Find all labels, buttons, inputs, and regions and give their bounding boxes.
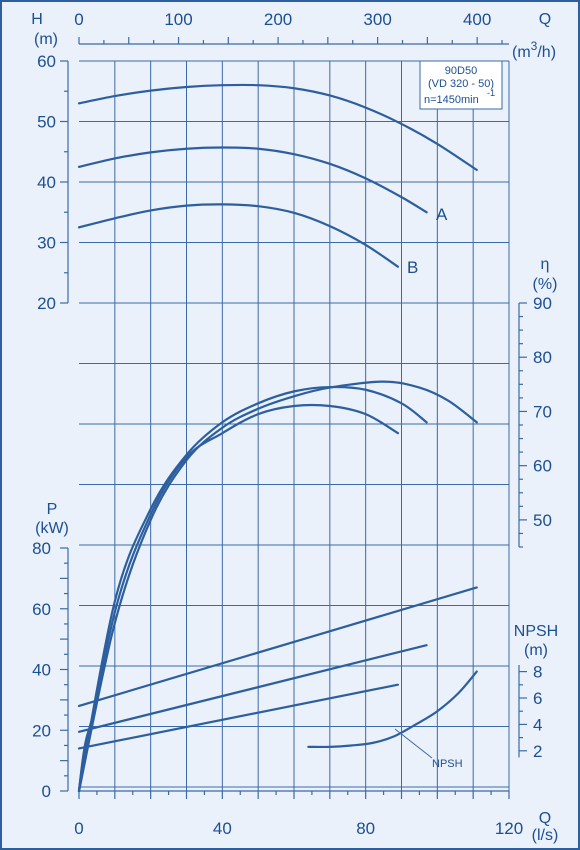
curve-label-b: B [407, 258, 418, 277]
curve-label-a: A [436, 205, 448, 224]
power-tick-label: 40 [32, 661, 51, 680]
q-m3h-tick-label: 100 [164, 10, 192, 29]
efficiency-curve-2 [77, 385, 428, 793]
npsh-curve-1 [307, 670, 478, 749]
curve-label-npsh: NPSH [432, 758, 463, 770]
q-ls-axis-title: Q [539, 810, 551, 827]
power-axis-title: P [47, 501, 58, 518]
power-tick-label: 80 [32, 539, 51, 558]
q-m3h-tick-label: 400 [463, 10, 491, 29]
head-tick-label: 30 [37, 234, 56, 253]
info-box: 90D50 (VD 320 - 50) n=1450min -1 [419, 60, 503, 110]
power-tick-label: 0 [42, 782, 51, 801]
q-ls-axis-unit: (l/s) [532, 827, 559, 844]
npsh-tick-label: 6 [533, 689, 542, 708]
q-m3h-axis-unit: (m3/h) [512, 39, 556, 61]
head-axis-title: H [31, 11, 43, 28]
head-axis-unit: (m) [34, 31, 58, 48]
grid [79, 60, 510, 791]
q-ls-tick-label: 80 [356, 819, 375, 838]
efficiency-axis-unit: (%) [533, 276, 558, 293]
power-start-segment-3 [77, 748, 87, 793]
head-curve-2 [77, 146, 428, 214]
npsh-tick-label: 8 [533, 663, 542, 682]
npsh-leader-line [394, 728, 433, 759]
head-tick-label: 60 [37, 52, 56, 71]
efficiency-tick-label: 90 [533, 294, 552, 313]
head-tick-label: 50 [37, 113, 56, 132]
info-line-variant: (VD 320 - 50) [428, 78, 494, 90]
q-ls-tick-label: 40 [213, 819, 232, 838]
q-ls-tick-label: 0 [74, 819, 83, 838]
q-m3h-axis-title: Q [539, 11, 551, 28]
power-curve-3 [77, 683, 400, 750]
head-curve-1 [77, 83, 478, 171]
npsh-axis-unit: (m) [524, 642, 548, 659]
head-curve-3 [77, 203, 400, 268]
q-m3h-tick-label: 300 [363, 10, 391, 29]
efficiency-axis-title: η [541, 256, 550, 273]
q-m3h-tick-label: 0 [74, 10, 83, 29]
npsh-tick-label: 4 [533, 715, 542, 734]
power-tick-label: 20 [32, 721, 51, 740]
curves [77, 83, 478, 793]
info-line-speed: n=1450min [424, 94, 479, 106]
head-tick-label: 40 [37, 173, 56, 192]
info-line-speed-exponent: -1 [487, 88, 495, 98]
efficiency-curve-1 [77, 380, 478, 793]
power-tick-label: 60 [32, 600, 51, 619]
efficiency-tick-label: 50 [533, 511, 552, 530]
head-tick-label: 20 [37, 294, 56, 313]
power-curve-2 [77, 644, 428, 733]
efficiency-tick-label: 70 [533, 402, 552, 421]
q-m3h-tick-label: 200 [264, 10, 292, 29]
power-curve-1 [77, 586, 478, 708]
power-axis-unit: (kW) [35, 520, 69, 537]
npsh-tick-label: 2 [533, 742, 542, 761]
efficiency-tick-label: 60 [533, 457, 552, 476]
efficiency-curve-3 [77, 403, 400, 793]
info-line-model: 90D50 [445, 65, 477, 77]
q-ls-tick-label: 120 [495, 819, 523, 838]
efficiency-tick-label: 80 [533, 348, 552, 367]
npsh-axis-title: NPSH [514, 623, 558, 640]
